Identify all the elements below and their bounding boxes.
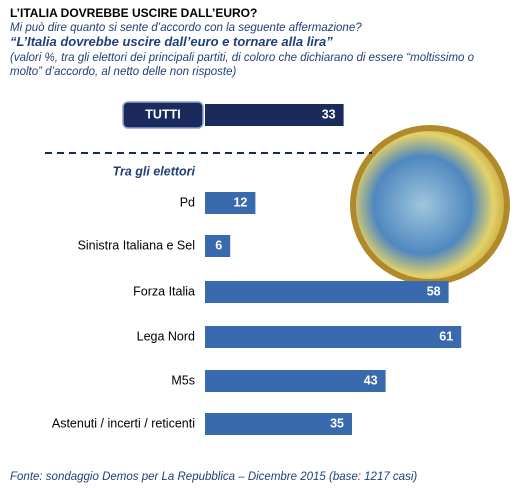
category-label: Astenuti / incerti / reticenti <box>52 416 195 430</box>
bar <box>205 413 352 435</box>
statement: “L’Italia dovrebbe uscire dall’euro e to… <box>10 34 333 49</box>
subtitle: Mi può dire quanto si sente d’accordo co… <box>10 22 362 34</box>
value-label: 12 <box>233 195 247 209</box>
title: L’ITALIA DOVREBBE USCIRE DALL’EURO? <box>10 6 258 20</box>
total-button <box>122 101 204 129</box>
coin-image <box>356 131 504 279</box>
note: (valori %, tra gli elettori dei principa… <box>10 52 475 78</box>
total-label: TUTTI <box>145 107 180 121</box>
group-label: Tra gli elettori <box>113 164 196 178</box>
source: Fonte: sondaggio Demos per La Repubblica… <box>10 471 418 483</box>
value-label: 6 <box>215 238 222 252</box>
bar <box>205 370 386 392</box>
bar <box>205 326 462 348</box>
bar <box>205 192 256 214</box>
bar <box>205 104 344 126</box>
category-label: Pd <box>180 195 195 209</box>
bar <box>205 235 231 257</box>
value-label: 33 <box>322 107 336 121</box>
value-label: 58 <box>427 284 441 298</box>
value-label: 35 <box>330 416 344 430</box>
category-label: Forza Italia <box>133 284 195 298</box>
category-label: M5s <box>171 373 195 387</box>
value-label: 43 <box>364 373 378 387</box>
bar <box>205 281 449 303</box>
category-label: Sinistra Italiana e Sel <box>78 238 195 252</box>
category-label: Lega Nord <box>137 329 195 343</box>
value-label: 61 <box>439 329 453 343</box>
